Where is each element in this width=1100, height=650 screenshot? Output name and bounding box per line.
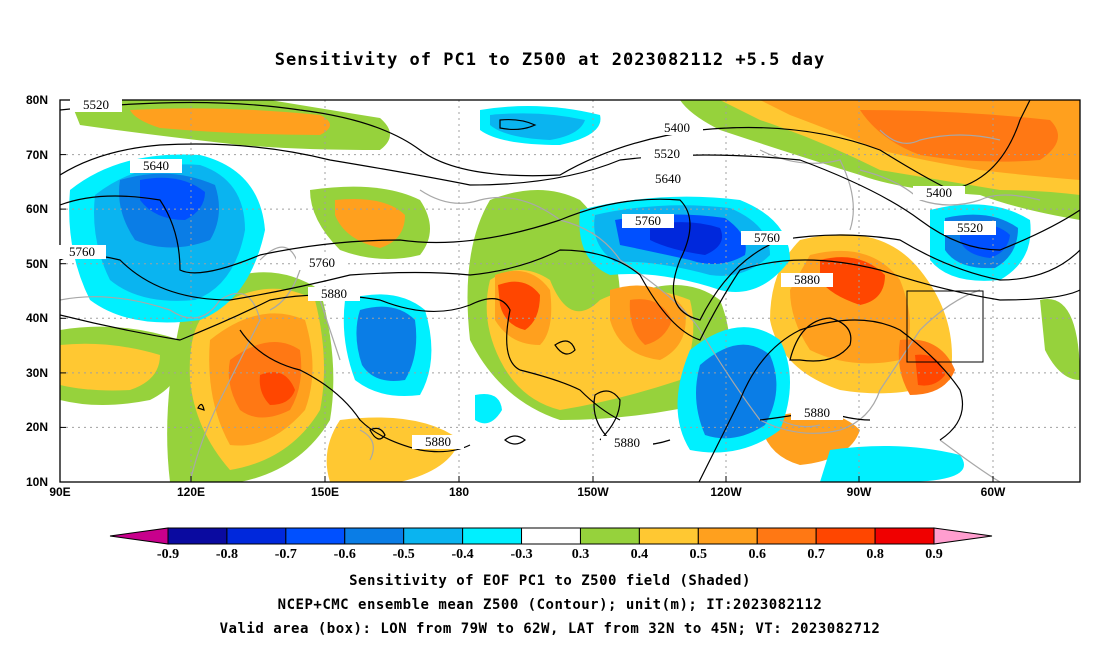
colorbar-label: 0.5: [690, 547, 708, 562]
latitude-labels: 80N 70N 60N 50N 40N 30N 20N 10N: [26, 93, 48, 489]
colorbar-swatch: [226, 527, 287, 545]
contour-label: 5760: [309, 255, 335, 270]
lon-label: 90E: [49, 485, 70, 499]
contour-label: 5760: [635, 213, 661, 228]
lat-label: 50N: [26, 257, 48, 271]
colorbar-swatch: [285, 527, 346, 545]
colorbar-min-arrow: [109, 527, 169, 545]
lon-label: 120W: [710, 485, 742, 499]
colorbar-swatch: [521, 527, 581, 545]
colorbar-swatch: [697, 527, 758, 545]
colorbar-label: -0.6: [334, 547, 356, 562]
contour-value-labels: 5520 5640 5760 5760 5880 5400 5520 5640 …: [58, 97, 996, 450]
contour-label: 5400: [926, 185, 952, 200]
contour-label: 5520: [654, 146, 680, 161]
contour-label: 5880: [321, 286, 347, 301]
colorbar-swatch: [167, 527, 228, 545]
colorbar-label: 0.7: [807, 547, 825, 562]
lat-lon-grid: [60, 100, 1080, 482]
valid-area-box: [906, 290, 984, 363]
lon-label: 150E: [311, 485, 339, 499]
contour-label: 5640: [655, 171, 681, 186]
z500-contours: [60, 100, 1080, 482]
colorbar-swatch: [756, 527, 817, 545]
colorbar-max-arrow: [933, 527, 993, 545]
colorbar-label: -0.8: [216, 547, 238, 562]
lat-label: 60N: [26, 202, 48, 216]
colorbar-swatch: [403, 527, 464, 545]
lon-label: 60W: [981, 485, 1006, 499]
colorbar-swatch: [638, 527, 699, 545]
contour-label: 5760: [754, 230, 780, 245]
colorbar-swatch: [874, 527, 935, 545]
footer-line-1: Sensitivity of EOF PC1 to Z500 field (Sh…: [349, 573, 751, 589]
lat-label: 40N: [26, 311, 48, 325]
contour-label: 5640: [143, 158, 169, 173]
colorbar-label: -0.9: [157, 547, 179, 562]
colorbar-label: 0.6: [748, 547, 766, 562]
longitude-labels: 90E 120E 150E 180 150W 120W 90W 60W: [49, 485, 1006, 499]
positive-sensitivity-regions: [60, 100, 1080, 482]
lon-label: 180: [449, 485, 469, 499]
contour-label: 5880: [804, 405, 830, 420]
map-frame: [59, 99, 1081, 483]
colorbar-swatch: [815, 527, 876, 545]
colorbar-label: -0.5: [393, 547, 415, 562]
colorbar-label: 0.4: [631, 547, 649, 562]
colorbar-swatch: [462, 527, 523, 545]
lat-label: 70N: [26, 148, 48, 162]
colorbar-label: 0.3: [572, 547, 590, 562]
colorbar-label: 0.9: [925, 547, 943, 562]
colorbar-swatch: [579, 527, 640, 545]
colorbar-swatch: [344, 527, 405, 545]
colorbar-label: -0.3: [510, 547, 532, 562]
shading-layer: [60, 100, 1080, 482]
colorbar: -0.9 -0.8 -0.7 -0.6 -0.5 -0.4 -0.3 0.3 0.4 0.5 0.6…: [109, 527, 993, 562]
contour-label: 5760: [69, 244, 95, 259]
axis-ticks: [60, 99, 994, 482]
lat-label: 10N: [26, 475, 48, 489]
contour-label: 5880: [425, 434, 451, 449]
lat-label: 80N: [26, 93, 48, 107]
contour-label: 5880: [614, 435, 640, 450]
lon-label: 120E: [177, 485, 205, 499]
map-title: Sensitivity of PC1 to Z500 at 2023082112…: [274, 50, 826, 70]
footer-line-3: Valid area (box): LON from 79W to 62W, L…: [219, 621, 881, 637]
footer-line-2: NCEP+CMC ensemble mean Z500 (Contour); u…: [277, 597, 823, 613]
lat-label: 30N: [26, 366, 48, 380]
lon-label: 150W: [577, 485, 609, 499]
contour-label: 5880: [794, 272, 820, 287]
contour-label: 5400: [664, 120, 690, 135]
lat-label: 20N: [26, 420, 48, 434]
colorbar-label: 0.8: [866, 547, 884, 562]
lon-label: 90W: [847, 485, 872, 499]
contour-label: 5520: [83, 97, 109, 112]
contour-label: 5520: [957, 220, 983, 235]
colorbar-label: -0.7: [275, 547, 297, 562]
colorbar-label: -0.4: [452, 547, 474, 562]
